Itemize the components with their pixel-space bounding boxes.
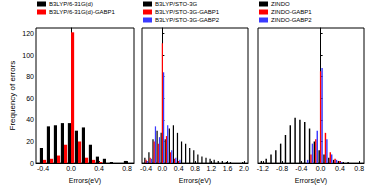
svg-text:0.4: 0.4 (335, 165, 345, 172)
svg-text:20: 20 (26, 138, 34, 145)
svg-text:0.8: 0.8 (354, 165, 364, 172)
svg-text:ZINDO-GABP2: ZINDO-GABP2 (271, 17, 312, 23)
svg-text:60: 60 (26, 95, 34, 102)
svg-text:-0.8: -0.8 (276, 165, 288, 172)
svg-text:B3LYP/STO-3G-GABP2: B3LYP/STO-3G-GABP2 (155, 17, 220, 23)
svg-text:0.4: 0.4 (94, 165, 104, 172)
svg-text:B3LYP/6-31G(d): B3LYP/6-31G(d) (49, 1, 93, 7)
svg-text:Errors(eV): Errors(eV) (295, 177, 327, 185)
svg-text:0.0: 0.0 (316, 165, 326, 172)
svg-text:Errors(eV): Errors(eV) (179, 177, 211, 185)
svg-text:100: 100 (22, 52, 34, 59)
svg-text:ZINDO-GABP1: ZINDO-GABP1 (271, 9, 312, 15)
svg-text:-0.4: -0.4 (295, 165, 307, 172)
svg-text:0.8: 0.8 (122, 165, 132, 172)
svg-text:Errors(eV): Errors(eV) (69, 177, 101, 185)
svg-text:-1.2: -1.2 (257, 165, 269, 172)
svg-text:40: 40 (26, 116, 34, 123)
svg-text:ZINDO: ZINDO (271, 1, 290, 7)
svg-text:B3LYP/6-31G(d)-GABP1: B3LYP/6-31G(d)-GABP1 (49, 9, 116, 15)
svg-text:-0.4: -0.4 (37, 165, 49, 172)
svg-text:B3LYP/STO-3G-GABP1: B3LYP/STO-3G-GABP1 (155, 9, 220, 15)
svg-text:Frequency of errors: Frequency of errors (8, 61, 17, 131)
svg-text:B3LYP/STO-3G: B3LYP/STO-3G (155, 1, 197, 7)
svg-text:0.0: 0.0 (158, 165, 168, 172)
svg-text:80: 80 (26, 73, 34, 80)
svg-text:0.4: 0.4 (174, 165, 184, 172)
svg-text:0: 0 (30, 160, 34, 167)
svg-text:1.2: 1.2 (206, 165, 216, 172)
svg-text:120: 120 (22, 30, 34, 37)
svg-text:0.8: 0.8 (190, 165, 200, 172)
svg-text:-0.4: -0.4 (140, 165, 152, 172)
svg-text:0.0: 0.0 (66, 165, 76, 172)
svg-text:1.6: 1.6 (223, 165, 233, 172)
svg-text:2.0: 2.0 (239, 165, 249, 172)
